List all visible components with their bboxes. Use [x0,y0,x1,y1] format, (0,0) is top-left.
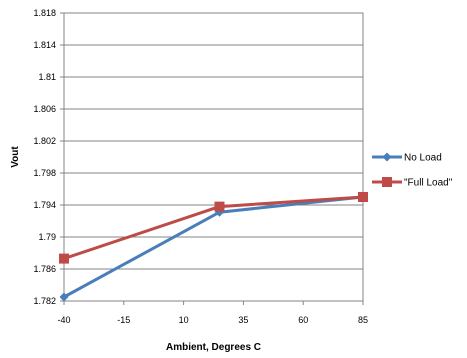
x-axis-title: Ambient, Degrees C [166,342,261,353]
legend-label: "Full Load" [404,178,453,189]
x-tick-label: 60 [298,315,308,325]
y-tick-label: 1.786 [33,264,56,274]
y-tick-label: 1.806 [33,104,56,114]
series-line [63,195,364,261]
gridlines [60,12,364,305]
legend-entry: "Full Load" [372,177,453,189]
y-tick-label: 1.802 [33,136,56,146]
data-point [358,192,368,202]
data-point [214,201,225,212]
y-tick-label: 1.818 [33,8,56,18]
x-axis-tick-labels: -40 -15 10 35 60 85 [57,315,368,325]
series-layer [59,192,368,302]
y-tick-label: 1.79 [38,232,56,242]
series-line [63,195,364,299]
legend-entry: No Load [372,152,442,164]
x-tick-label: 85 [358,315,368,325]
x-tick-label: 10 [179,315,189,325]
legend: No Load "Full Load" [372,152,453,189]
data-point [59,292,69,302]
x-tick-label: 35 [238,315,248,325]
y-tick-label: 1.814 [33,40,56,50]
x-tick-label: -40 [57,315,70,325]
plot-area-frame [63,12,364,302]
x-tick-label: -15 [117,315,130,325]
legend-label: No Load [404,153,442,164]
legend-marker [382,152,392,162]
y-tick-label: 1.794 [33,200,56,210]
y-axis-title: Vout [10,146,21,168]
y-axis-tick-labels: 1.782 1.786 1.79 1.794 1.798 1.802 1.806 1.81 1.… [33,8,56,306]
y-tick-label: 1.81 [38,72,56,82]
series-full-load [59,192,368,264]
y-tick-label: 1.782 [33,296,56,306]
legend-marker [382,177,392,187]
data-point [59,253,69,264]
y-tick-label: 1.798 [33,168,56,178]
